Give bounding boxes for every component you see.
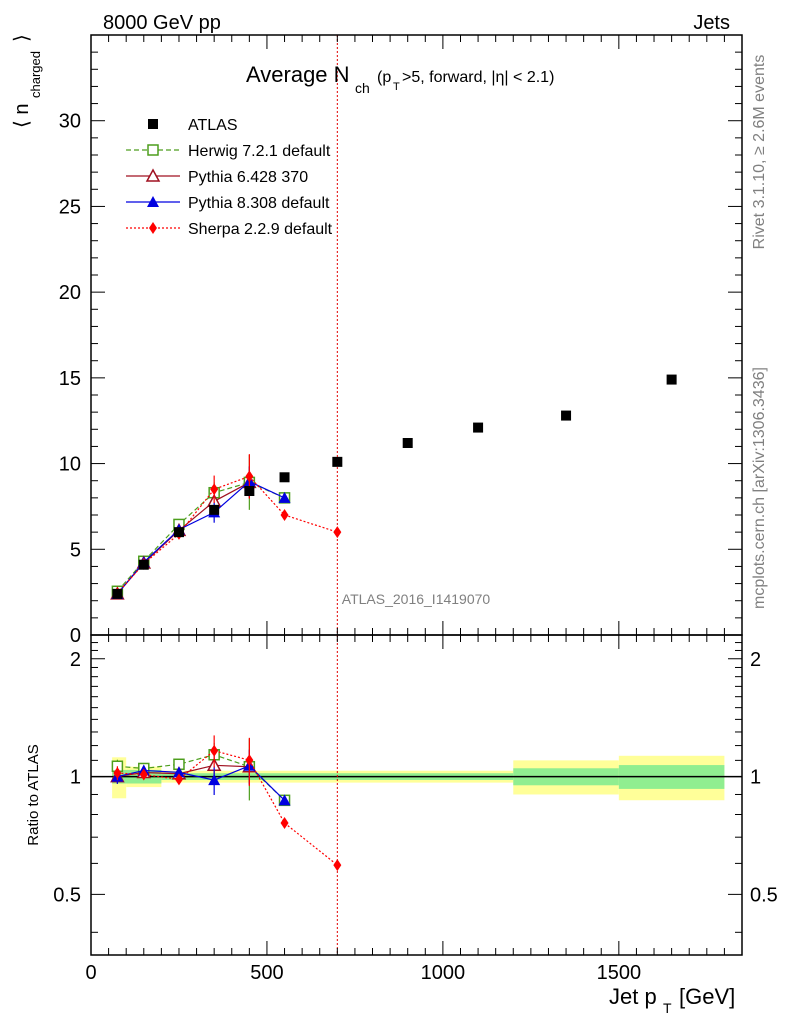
- ratio-y-tick-label-right: 0.5: [750, 884, 778, 906]
- xlabel-main: Jet p: [609, 984, 657, 1009]
- legend-entry-atlas: ATLAS: [148, 117, 238, 134]
- data-point: [279, 472, 290, 483]
- title-main: Average N: [246, 62, 350, 87]
- analysis-watermark: ATLAS_2016_I1419070: [342, 591, 491, 607]
- data-point: [245, 470, 254, 483]
- x-tick-label: 0: [85, 962, 96, 984]
- ratio-y-axis-label: Ratio to ATLAS: [25, 744, 42, 845]
- ylabel-main: ⟨ n: [11, 104, 33, 128]
- legend-label: Pythia 8.308 default: [188, 195, 330, 212]
- legend: ATLAS Herwig 7.2.1 default Pythia 6.428 37…: [126, 117, 333, 238]
- legend-entry-sherpa-2-2-9-default: Sherpa 2.2.9 default: [126, 221, 333, 238]
- main-y-tick-label: 5: [70, 539, 81, 561]
- ratio-data-point: [172, 766, 185, 778]
- x-tick-label: 1000: [421, 962, 466, 984]
- xlabel-unit: [GeV]: [679, 984, 735, 1009]
- ratio-y-tick-label: 1: [70, 767, 81, 789]
- ratio-y-tick-label: 0.5: [53, 884, 81, 906]
- ylabel-sub: charged: [28, 51, 43, 98]
- main-y-tick-label: 0: [70, 625, 81, 647]
- x-tick-label: 1500: [597, 962, 642, 984]
- mcplots-reference: mcplots.cern.ch [arXiv:1306.3436]: [751, 367, 768, 609]
- ratio-data-point: [245, 754, 254, 767]
- data-point: [278, 491, 291, 503]
- ratio-data-point: [278, 794, 291, 806]
- main-y-tick-label: 25: [59, 196, 81, 218]
- header-right: Jets: [693, 12, 730, 34]
- legend-label: Herwig 7.2.1 default: [188, 143, 331, 160]
- title-sub-ch: ch: [355, 80, 370, 96]
- rivet-version: Rivet 3.1.10, ≥ 2.6M events: [751, 55, 768, 250]
- legend-marker: [147, 196, 159, 207]
- legend-marker: [145, 168, 161, 182]
- series-pythia-6-428-370: [110, 467, 257, 785]
- legend-marker: [149, 222, 157, 234]
- title-sub-t: T: [393, 81, 400, 93]
- x-axis-label: Jet p T [GeV]: [609, 984, 735, 1016]
- ratio-data-point: [139, 768, 148, 781]
- plot-frames: [90, 34, 743, 956]
- data-point: [210, 483, 219, 496]
- ratio-data-point: [174, 773, 183, 786]
- legend-label: ATLAS: [188, 117, 238, 134]
- legend-marker: [148, 119, 158, 129]
- legend-label: Pythia 6.428 370: [188, 169, 308, 186]
- axis-ticks: [90, 35, 742, 955]
- ratio-series-line: [117, 754, 285, 801]
- main-y-tick-label: 10: [59, 454, 81, 476]
- ratio-data-point: [208, 774, 221, 786]
- data-point: [138, 559, 149, 570]
- data-point: [244, 486, 255, 496]
- legend-label: Sherpa 2.2.9 default: [188, 221, 333, 238]
- series-line: [116, 480, 285, 595]
- ratio-data-point: [333, 859, 342, 872]
- main-y-tick-label: 20: [59, 282, 81, 304]
- title-rest: >5, forward, |η| < 2.1): [402, 69, 554, 86]
- data-series: [110, 374, 677, 872]
- data-point: [473, 422, 484, 433]
- legend-entry-pythia-8-308-default: Pythia 8.308 default: [126, 195, 330, 212]
- axis-tick-labels: 0 500 1000 1500 0 5 10 15 20 25 30 0.5 0.5 1 1 2 2: [53, 111, 778, 984]
- data-point: [112, 588, 123, 599]
- series-sherpa-2-2-9-default: [113, 454, 342, 872]
- data-point: [666, 374, 677, 385]
- main-y-tick-label: 30: [59, 111, 81, 133]
- data-point: [280, 509, 289, 521]
- ylabel-close: ⟩: [11, 34, 33, 42]
- ratio-frame: [90, 634, 743, 956]
- series-herwig-7-2-1-default: [111, 455, 291, 807]
- xlabel-sub: T: [663, 1000, 672, 1016]
- ratio-y-tick-label: 2: [70, 649, 81, 671]
- data-point: [332, 456, 343, 467]
- main-y-axis-label: ⟨ n charged ⟩: [11, 34, 43, 128]
- series-atlas: [112, 374, 677, 599]
- data-point: [173, 527, 184, 538]
- ratio-y-tick-label-right: 2: [750, 649, 761, 671]
- ratio-y-tick-label-right: 1: [750, 767, 761, 789]
- ratio-data-point: [280, 817, 289, 830]
- x-tick-label: 500: [250, 962, 283, 984]
- ratio-data-point: [210, 744, 219, 757]
- data-point: [402, 438, 413, 448]
- data-point: [333, 526, 342, 539]
- plot-title: Average N ch (p T >5, forward, |η| < 2.1…: [246, 62, 554, 96]
- header-left: 8000 GeV pp: [103, 12, 221, 34]
- ratio-data-point: [113, 767, 122, 780]
- title-paren: (p: [377, 69, 391, 86]
- legend-entry-pythia-6-428-370: Pythia 6.428 370: [126, 168, 308, 186]
- data-point: [561, 410, 572, 421]
- legend-entry-herwig-7-2-1-default: Herwig 7.2.1 default: [126, 143, 331, 160]
- legend-marker: [147, 144, 159, 156]
- series-line: [116, 481, 285, 592]
- main-y-tick-label: 15: [59, 368, 81, 390]
- data-point: [209, 504, 220, 515]
